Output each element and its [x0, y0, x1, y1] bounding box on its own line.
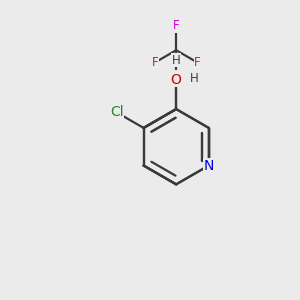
Text: H: H	[172, 53, 181, 67]
Text: N: N	[171, 71, 181, 85]
Text: N: N	[204, 158, 214, 172]
Text: O: O	[171, 73, 182, 87]
Text: F: F	[173, 19, 179, 32]
Text: Cl: Cl	[110, 105, 124, 119]
Text: F: F	[152, 56, 158, 69]
Text: F: F	[194, 56, 201, 69]
Text: H: H	[190, 71, 199, 85]
